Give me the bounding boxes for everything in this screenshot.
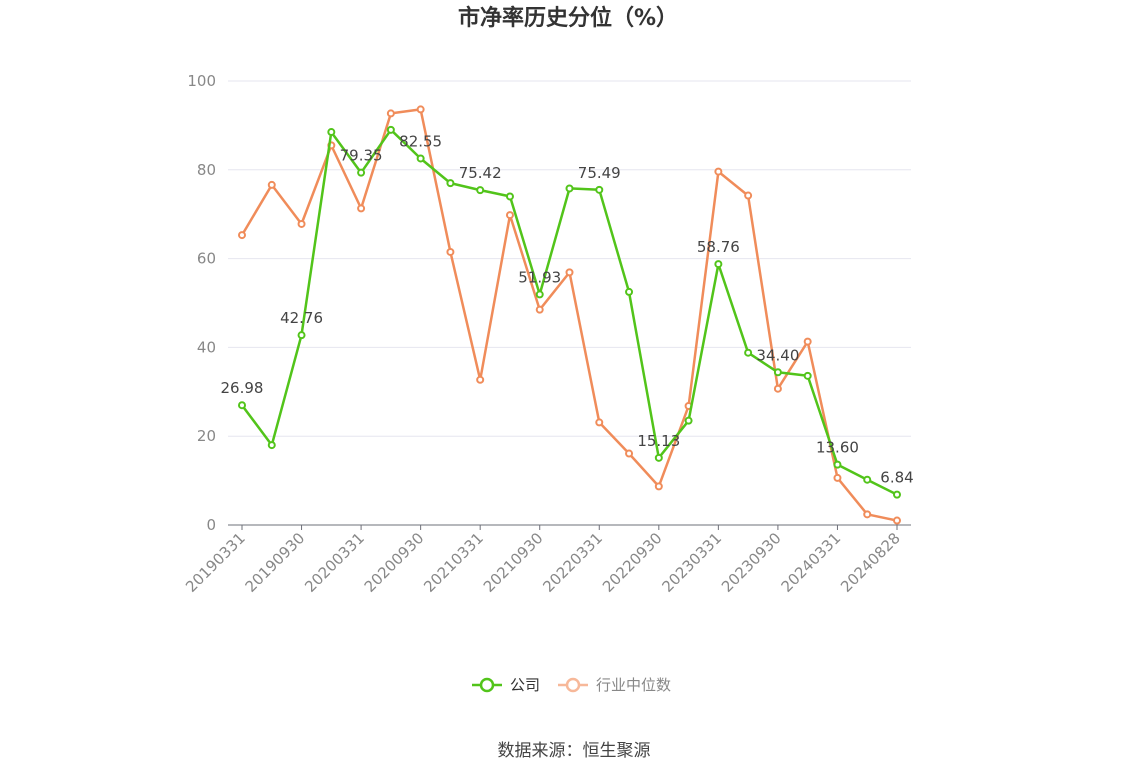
data-point	[357, 204, 366, 213]
data-label: 6.84	[880, 469, 913, 487]
data-label: 75.49	[578, 164, 621, 182]
data-point	[416, 154, 425, 163]
data-label: 13.60	[816, 439, 859, 457]
x-tick-label: 20210331	[420, 529, 487, 596]
legend[interactable]: 公司 行业中位数	[472, 676, 671, 694]
data-point	[684, 416, 693, 425]
data-point	[803, 337, 812, 346]
data-label: 42.76	[280, 309, 323, 327]
data-point	[714, 260, 723, 269]
x-tick-label: 20230930	[718, 529, 785, 596]
data-point	[893, 516, 901, 525]
x-tick-label: 20210930	[480, 529, 547, 596]
data-point	[386, 125, 395, 134]
data-point	[773, 368, 782, 377]
data-label: 34.40	[756, 346, 799, 364]
data-point	[863, 510, 872, 519]
data-point	[595, 418, 604, 427]
x-tick-label: 20190930	[242, 529, 309, 596]
data-point	[744, 191, 753, 200]
data-label: 82.55	[399, 132, 442, 150]
data-point	[654, 453, 663, 462]
data-point	[833, 460, 842, 469]
legend-marker	[565, 677, 581, 693]
data-label: 51.93	[518, 268, 561, 286]
y-tick-label: 60	[197, 250, 216, 268]
data-point	[803, 371, 812, 380]
y-tick-label: 40	[197, 338, 216, 356]
legend-marker	[479, 677, 495, 693]
data-point	[595, 185, 604, 194]
data-labels: 26.98 42.76 79.35 82.55 75.42 51.93 75.49 15.13…	[221, 132, 914, 486]
chart-title: 市净率历史分位（%）	[458, 5, 678, 31]
legend-label: 行业中位数	[596, 676, 671, 694]
data-point	[505, 211, 514, 220]
data-point	[238, 231, 246, 240]
legend-item-company[interactable]: 公司	[472, 676, 540, 694]
data-point	[505, 192, 514, 201]
data-label: 58.76	[697, 238, 740, 256]
data-point	[625, 449, 634, 458]
data-point	[446, 179, 455, 188]
x-tick-label: 20220331	[539, 529, 606, 596]
data-point	[297, 331, 306, 340]
data-point	[893, 490, 901, 499]
x-tick-label: 20230331	[658, 529, 725, 596]
data-point	[565, 184, 574, 193]
x-tick-label: 20240828	[837, 529, 904, 596]
x-tick-label: 20200331	[301, 529, 368, 596]
series-layer	[238, 105, 901, 525]
data-point	[744, 348, 753, 357]
data-label: 26.98	[221, 379, 264, 397]
y-tick-label: 0	[206, 516, 216, 534]
x-tick-label: 20240331	[778, 529, 845, 596]
data-point	[565, 268, 574, 277]
data-label: 79.35	[340, 147, 383, 165]
data-point	[476, 186, 485, 195]
data-point	[386, 109, 395, 118]
x-tick-label: 20190331	[182, 529, 249, 596]
data-source: 数据来源：恒生聚源	[498, 741, 651, 761]
y-tick-label: 80	[197, 161, 216, 179]
x-tick-label: 20220930	[599, 529, 666, 596]
data-point	[476, 375, 485, 384]
y-tick-label: 20	[197, 427, 216, 445]
data-point	[446, 247, 455, 256]
data-point	[357, 168, 366, 177]
legend-item-industry-median[interactable]: 行业中位数	[558, 676, 671, 694]
data-label: 75.42	[459, 164, 502, 182]
data-label: 15.13	[637, 432, 680, 450]
data-point	[625, 287, 634, 296]
data-point	[297, 219, 306, 228]
data-point	[535, 290, 544, 299]
y-tick-label: 100	[187, 72, 216, 90]
data-point	[267, 441, 276, 450]
data-point	[863, 475, 872, 484]
axes: 0 20 40 60 80 100 2019033120190930202003312020…	[182, 72, 911, 596]
data-point	[267, 180, 276, 189]
series-line-industry-median	[240, 108, 898, 522]
data-point	[773, 384, 782, 393]
data-point	[714, 167, 723, 176]
data-point	[833, 473, 842, 482]
legend-label: 公司	[510, 676, 540, 694]
data-point	[238, 401, 246, 410]
data-point	[327, 128, 336, 137]
data-point	[654, 482, 663, 491]
data-point	[416, 105, 425, 114]
data-point	[535, 305, 544, 314]
x-tick-label: 20200930	[361, 529, 428, 596]
